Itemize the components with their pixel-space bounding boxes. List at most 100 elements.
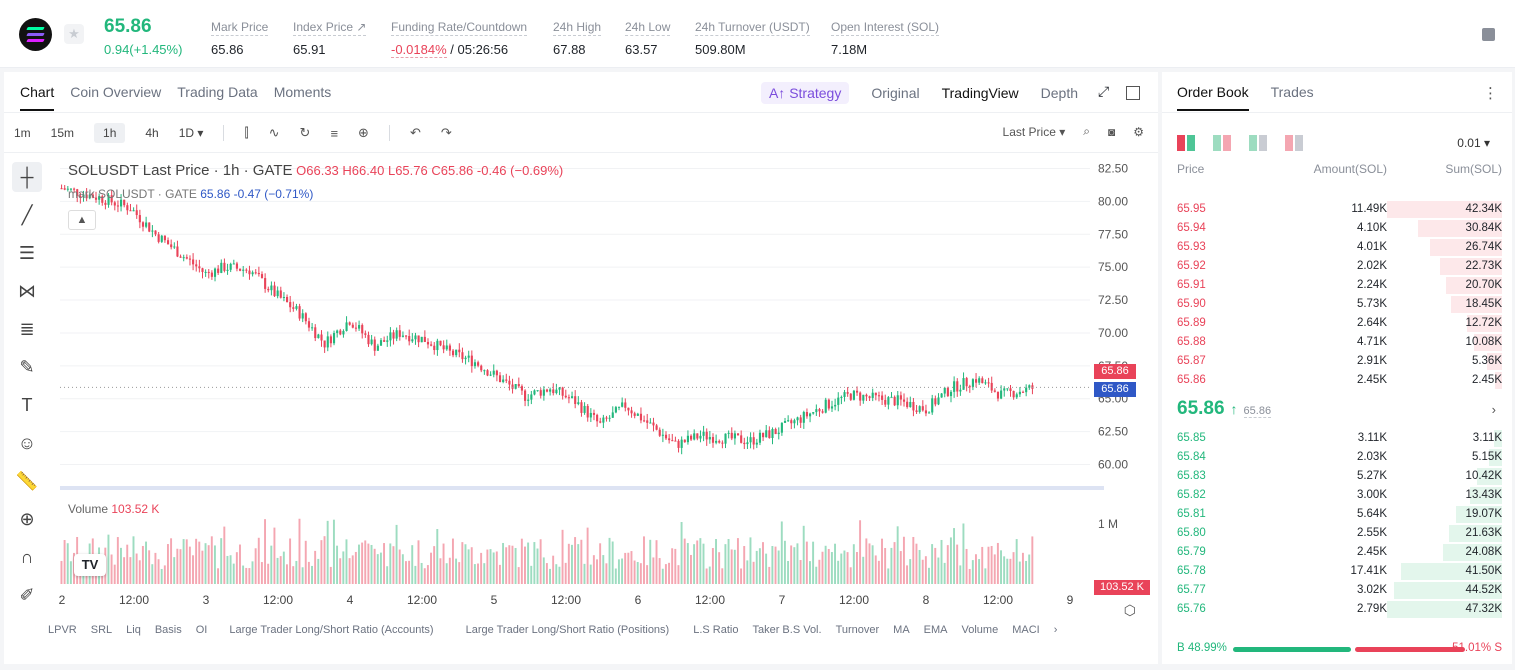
view-depth[interactable]: Depth (1040, 85, 1078, 101)
timeframe-4h[interactable]: 4h (145, 126, 159, 140)
pattern-icon[interactable]: ⋈ (18, 280, 36, 301)
view-tradingview[interactable]: TradingView (941, 85, 1019, 101)
bid-row[interactable]: 65.77 3.02K 44.52K (1177, 581, 1502, 600)
volume-bar (326, 520, 329, 584)
horizontal-lines-icon[interactable]: ☰ (18, 242, 36, 263)
trend-line-icon[interactable]: ╱ (21, 204, 33, 225)
templates-icon[interactable]: ≡ (330, 125, 339, 141)
candle-body (783, 421, 787, 423)
tab-coin-overview[interactable]: Coin Overview (70, 84, 162, 100)
ask-row[interactable]: 65.95 11.49K 42.34K (1177, 200, 1502, 219)
candle-body (414, 335, 417, 340)
expand-icon[interactable]: ⤢ (1098, 83, 1110, 99)
search-icon[interactable]: ⌕ (1083, 124, 1090, 138)
candle-body (921, 406, 924, 411)
bid-row[interactable]: 65.81 5.64K 19.07K (1177, 505, 1502, 524)
fib-icon[interactable]: ≣ (19, 318, 35, 339)
bid-row[interactable]: 65.79 2.45K 24.08K (1177, 543, 1502, 562)
ask-row[interactable]: 65.87 2.91K 5.36K (1177, 352, 1502, 371)
volume-bar (370, 544, 373, 584)
pencil-icon[interactable]: ✐ (19, 584, 35, 605)
indicator-lpvr[interactable]: LPVR (48, 624, 77, 636)
more-icon[interactable]: ⋮ (1483, 85, 1498, 102)
book-mode-asks-icon[interactable] (1285, 135, 1303, 151)
book-mode-both-icon[interactable] (1177, 135, 1195, 151)
stat-index-price[interactable]: Index Price ↗ 65.91 (293, 20, 367, 57)
favorite-star-icon[interactable]: ★ (64, 24, 84, 44)
ask-row[interactable]: 65.89 2.64K 12.72K (1177, 314, 1502, 333)
book-mode-bids-icon[interactable] (1249, 135, 1267, 151)
volume-bar (264, 519, 267, 584)
ask-row[interactable]: 65.92 2.02K 22.73K (1177, 257, 1502, 276)
brush-icon[interactable]: ✎ (19, 356, 35, 377)
price-chart[interactable]: 82.5080.0077.5075.0072.5070.0067.5065.00… (4, 154, 1158, 614)
ask-row[interactable]: 65.93 4.01K 26.74K (1177, 238, 1502, 257)
bid-row[interactable]: 65.85 3.11K 3.11K (1177, 429, 1502, 448)
indicator-ls-ratio[interactable]: L.S Ratio (693, 624, 739, 636)
book-mode-split-icon[interactable] (1213, 135, 1231, 151)
ask-row[interactable]: 65.91 2.24K 20.70K (1177, 276, 1502, 295)
tab-chart[interactable]: Chart (20, 84, 55, 111)
indicator-ma[interactable]: MA (893, 624, 910, 636)
last-price-select[interactable]: Last Price ▾ (1002, 124, 1066, 139)
indicator-ema[interactable]: EMA (923, 624, 948, 636)
tab-order-book[interactable]: Order Book (1177, 84, 1249, 111)
bid-row[interactable]: 65.84 2.03K 5.15K (1177, 448, 1502, 467)
bid-row[interactable]: 65.80 2.55K 21.63K (1177, 524, 1502, 543)
undo-icon[interactable]: ↶ (409, 125, 421, 140)
strategy-button[interactable]: A↑ Strategy (760, 82, 850, 104)
indicators-icon[interactable]: ∿ (268, 125, 280, 140)
indicator-liq[interactable]: Liq (126, 624, 141, 636)
precision-select[interactable]: 0.01 ▾ (1457, 136, 1490, 150)
timeframe-15m[interactable]: 15m (50, 126, 75, 140)
volume-bar (730, 549, 733, 584)
timeframe-1d[interactable]: 1D ▾ (178, 126, 204, 140)
crosshair-icon[interactable]: ┼ (12, 162, 42, 192)
ruler-icon[interactable]: 📏 (15, 470, 39, 491)
refresh-icon[interactable]: ↻ (299, 125, 311, 140)
tab-trading-data[interactable]: Trading Data (177, 84, 258, 100)
depth-bar (1477, 468, 1502, 485)
indicator-ls-accounts[interactable]: Large Trader Long/Short Ratio (Accounts) (229, 624, 434, 636)
bid-row[interactable]: 65.76 2.79K 47.32K (1177, 600, 1502, 619)
collapse-legend-button[interactable]: ▲ (68, 210, 96, 230)
zoom-in-icon[interactable]: ⊕ (19, 508, 35, 529)
add-indicator-icon[interactable]: ⊕ (358, 125, 369, 140)
indicator-taker-vol[interactable]: Taker B.S Vol. (752, 624, 822, 636)
bid-row[interactable]: 65.82 3.00K 13.43K (1177, 486, 1502, 505)
ask-row[interactable]: 65.90 5.73K 18.45K (1177, 295, 1502, 314)
bid-row[interactable]: 65.78 17.41K 41.50K (1177, 562, 1502, 581)
view-original[interactable]: Original (871, 85, 920, 101)
chevron-right-icon[interactable]: › (1491, 402, 1496, 417)
chart-settings-icon[interactable]: ⬡ (1123, 602, 1136, 618)
volume-bar (552, 555, 555, 584)
volume-bar (289, 538, 292, 584)
candle-body (633, 413, 636, 416)
redo-icon[interactable]: ↷ (440, 125, 452, 140)
ask-row[interactable]: 65.88 4.71K 10.08K (1177, 333, 1502, 352)
magnet-icon[interactable]: ∩ (20, 546, 34, 567)
indicator-oi[interactable]: OI (195, 624, 208, 636)
window-icon[interactable] (1126, 86, 1140, 100)
ask-row[interactable]: 65.94 4.10K 30.84K (1177, 219, 1502, 238)
indicator-maci[interactable]: MACI (1012, 624, 1040, 636)
book-icon[interactable] (1482, 28, 1495, 41)
tab-trades[interactable]: Trades (1270, 84, 1314, 100)
indicator-turnover[interactable]: Turnover (835, 624, 880, 636)
timeframe-1h[interactable]: 1h (94, 123, 126, 143)
indicator-basis[interactable]: Basis (154, 624, 182, 636)
ask-row[interactable]: 65.86 2.45K 2.45K (1177, 371, 1502, 390)
chevron-right-icon[interactable]: › (1053, 624, 1058, 636)
camera-icon[interactable]: ◙ (1107, 124, 1116, 139)
gear-icon[interactable]: ⚙ (1133, 124, 1144, 139)
indicator-volume[interactable]: Volume (961, 624, 999, 636)
text-icon[interactable]: T (21, 394, 33, 415)
indicator-ls-positions[interactable]: Large Trader Long/Short Ratio (Positions… (465, 624, 670, 636)
candle-type-icon[interactable]: ⫿ (244, 125, 249, 140)
emoji-icon[interactable]: ☺ (17, 432, 37, 453)
tab-moments[interactable]: Moments (273, 84, 332, 100)
timeframe-1m[interactable]: 1m (14, 126, 31, 140)
tradingview-logo[interactable]: TV (74, 554, 106, 576)
bid-row[interactable]: 65.83 5.27K 10.42K (1177, 467, 1502, 486)
indicator-srl[interactable]: SRL (90, 624, 113, 636)
